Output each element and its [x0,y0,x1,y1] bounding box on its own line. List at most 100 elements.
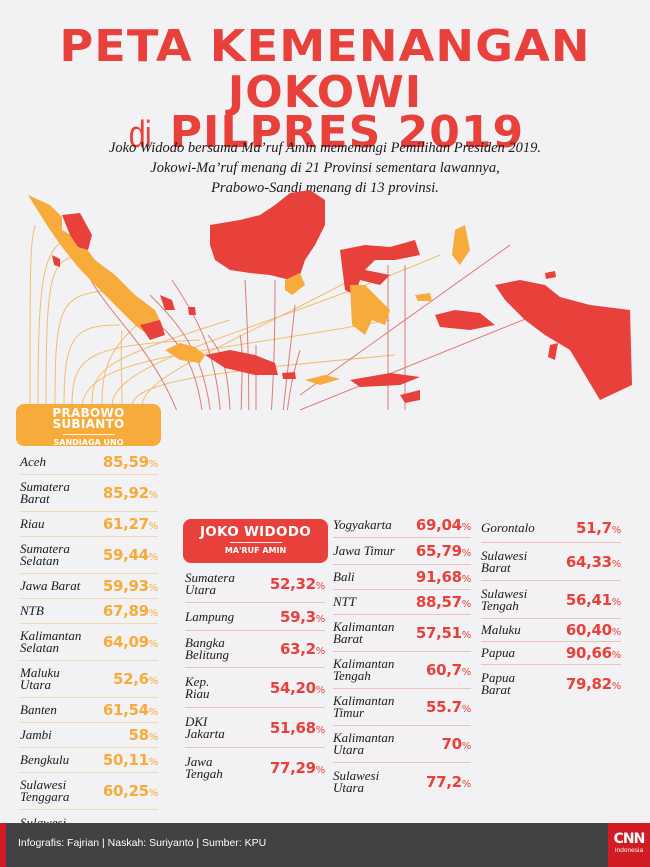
province-row: Sulawesi Tengah 56,41% [481,581,621,619]
province-value: 59,3% [279,607,325,626]
province-name: Sulawesi Barat [481,547,528,575]
province-row: Sulawesi Utara 77,2% [333,763,471,800]
province-name: Lampung [185,608,235,624]
province-row: Bangka Belitung 63,2% [185,631,325,668]
province-value: 52,32% [269,575,325,593]
province-row: Sumatera Barat 85,92% [20,475,158,512]
province-value: 59,93% [102,577,158,595]
province-name: Riau [20,516,45,531]
province-name: Kep. Riau [185,673,210,701]
province-row: Sumatera Utara 52,32% [185,566,325,603]
prabowo-vp: SANDIAGA UNO [53,438,124,447]
province-row: Papua 90,66% [481,642,621,665]
province-name: Maluku Utara [20,665,60,692]
prabowo-name: PRABOWO SUBIANTO [52,406,125,431]
subtitle: Joko Widodo bersama Ma’ruf Amin memenang… [0,138,650,198]
province-value: 64,09% [102,633,158,651]
province-value: 51,68% [269,718,325,737]
province-row: Maluku Utara 52,6% [20,661,158,698]
province-value: 58% [128,726,159,744]
province-row: Kalimantan Tengah 60,7% [333,652,471,689]
indonesia-map [28,190,632,410]
province-name: Sulawesi Tenggara [20,777,70,804]
subtitle-line: Jokowi-Ma’ruf menang di 21 Provinsi seme… [150,160,500,176]
province-name: Kalimantan Utara [333,730,395,757]
province-name: Kalimantan Selatan [20,628,82,655]
province-row: DKI Jakarta 51,68% [185,708,325,748]
province-name: Sulawesi Utara [333,767,380,795]
province-value: 77,2% [425,772,471,791]
province-name: NTB [20,603,44,618]
province-value: 64,33% [565,552,621,571]
province-value: 59,44% [102,546,158,564]
province-name: Maluku [481,622,521,637]
province-row: Jambi 58% [20,723,158,748]
province-name: Kalimantan Timur [333,693,395,720]
province-name: Bali [333,569,355,584]
logo-main: CNN [613,831,646,847]
jokowi-name: JOKO WIDODO [199,524,312,540]
province-name: Bengkulu [20,752,70,767]
province-name: Papua Barat [481,669,515,697]
province-row: Kalimantan Selatan 64,09% [20,624,158,661]
province-value: 85,92% [102,484,158,502]
province-name: Kalimantan Tengah [333,656,395,683]
province-value: 85,59% [102,453,158,471]
province-name: Jawa Barat [20,578,81,593]
cnn-indonesia-logo-icon: CNN Indonesia [608,823,650,867]
province-row: Kalimantan Utara 70% [333,726,471,763]
province-row: Aceh 85,59% [20,450,158,475]
province-value: 91,68% [415,568,471,586]
subtitle-line: Prabowo-Sandi menang di 13 provinsi. [211,180,439,196]
province-value: 56,41% [565,590,621,609]
province-value: 50,11% [102,751,158,769]
province-row: Jawa Barat 59,93% [20,574,158,599]
province-row: Jawa Timur 65,79% [333,538,471,565]
province-name: Jawa Timur [333,543,395,558]
province-row: Riau 61,27% [20,512,158,537]
title-line-2: JOKOWI [227,67,423,118]
province-value: 52,6% [112,670,158,688]
jokowi-province-list-1: Sumatera Utara 52,32% Lampung 59,3% Bangka… [185,566,325,788]
province-name: Sumatera Utara [185,570,235,597]
province-row: Banten 61,54% [20,698,158,723]
logo-sub: Indonesia [614,847,644,854]
badge-divider [62,434,115,435]
province-value: 70% [441,735,472,753]
province-value: 79,82% [565,674,621,693]
footer-accent [0,823,6,867]
province-value: 54,20% [269,678,325,697]
province-row: Kalimantan Barat 57,51% [333,615,471,652]
province-row: Bengkulu 50,11% [20,748,158,773]
province-value: 61,54% [102,701,158,719]
province-row: Lampung 59,3% [185,603,325,631]
province-row: NTT 88,57% [333,590,471,615]
province-name: Sulawesi Tengah [481,585,528,613]
jokowi-badge: JOKO WIDODO MA'RUF AMIN [183,519,328,563]
province-value: 90,66% [565,644,621,662]
province-value: 60,40% [565,621,621,639]
province-name: Bangka Belitung [185,635,230,662]
province-value: 60,7% [425,661,471,679]
subtitle-line: Joko Widodo bersama Ma’ruf Amin memenang… [108,140,542,156]
province-row: Kep. Riau 54,20% [185,668,325,708]
footer-bar: Infografis: Fajrian | Naskah: Suriyanto … [0,823,650,867]
province-name: Gorontalo [481,519,535,535]
province-name: DKI Jakarta [185,713,225,741]
province-name: Papua [481,645,515,660]
footer-credits: Infografis: Fajrian | Naskah: Suriyanto … [18,837,267,849]
province-value: 60,25% [102,782,158,800]
province-value: 67,89% [102,602,158,620]
province-row: Papua Barat 79,82% [481,665,621,702]
province-row: Kalimantan Timur 55.7% [333,689,471,726]
province-row: Yogyakarta 69,04% [333,513,471,538]
badge-divider [229,542,282,543]
province-value: 57,51% [415,624,471,642]
province-row: NTB 67,89% [20,599,158,624]
jokowi-province-list-3: Gorontalo 51,7% Sulawesi Barat 64,33% Sula… [481,513,621,702]
province-name: Sumatera Selatan [20,541,70,568]
province-row: Sumatera Selatan 59,44% [20,537,158,574]
province-row: Jawa Tengah 77,29% [185,748,325,788]
province-name: Aceh [20,454,46,469]
province-row: Maluku 60,40% [481,619,621,642]
